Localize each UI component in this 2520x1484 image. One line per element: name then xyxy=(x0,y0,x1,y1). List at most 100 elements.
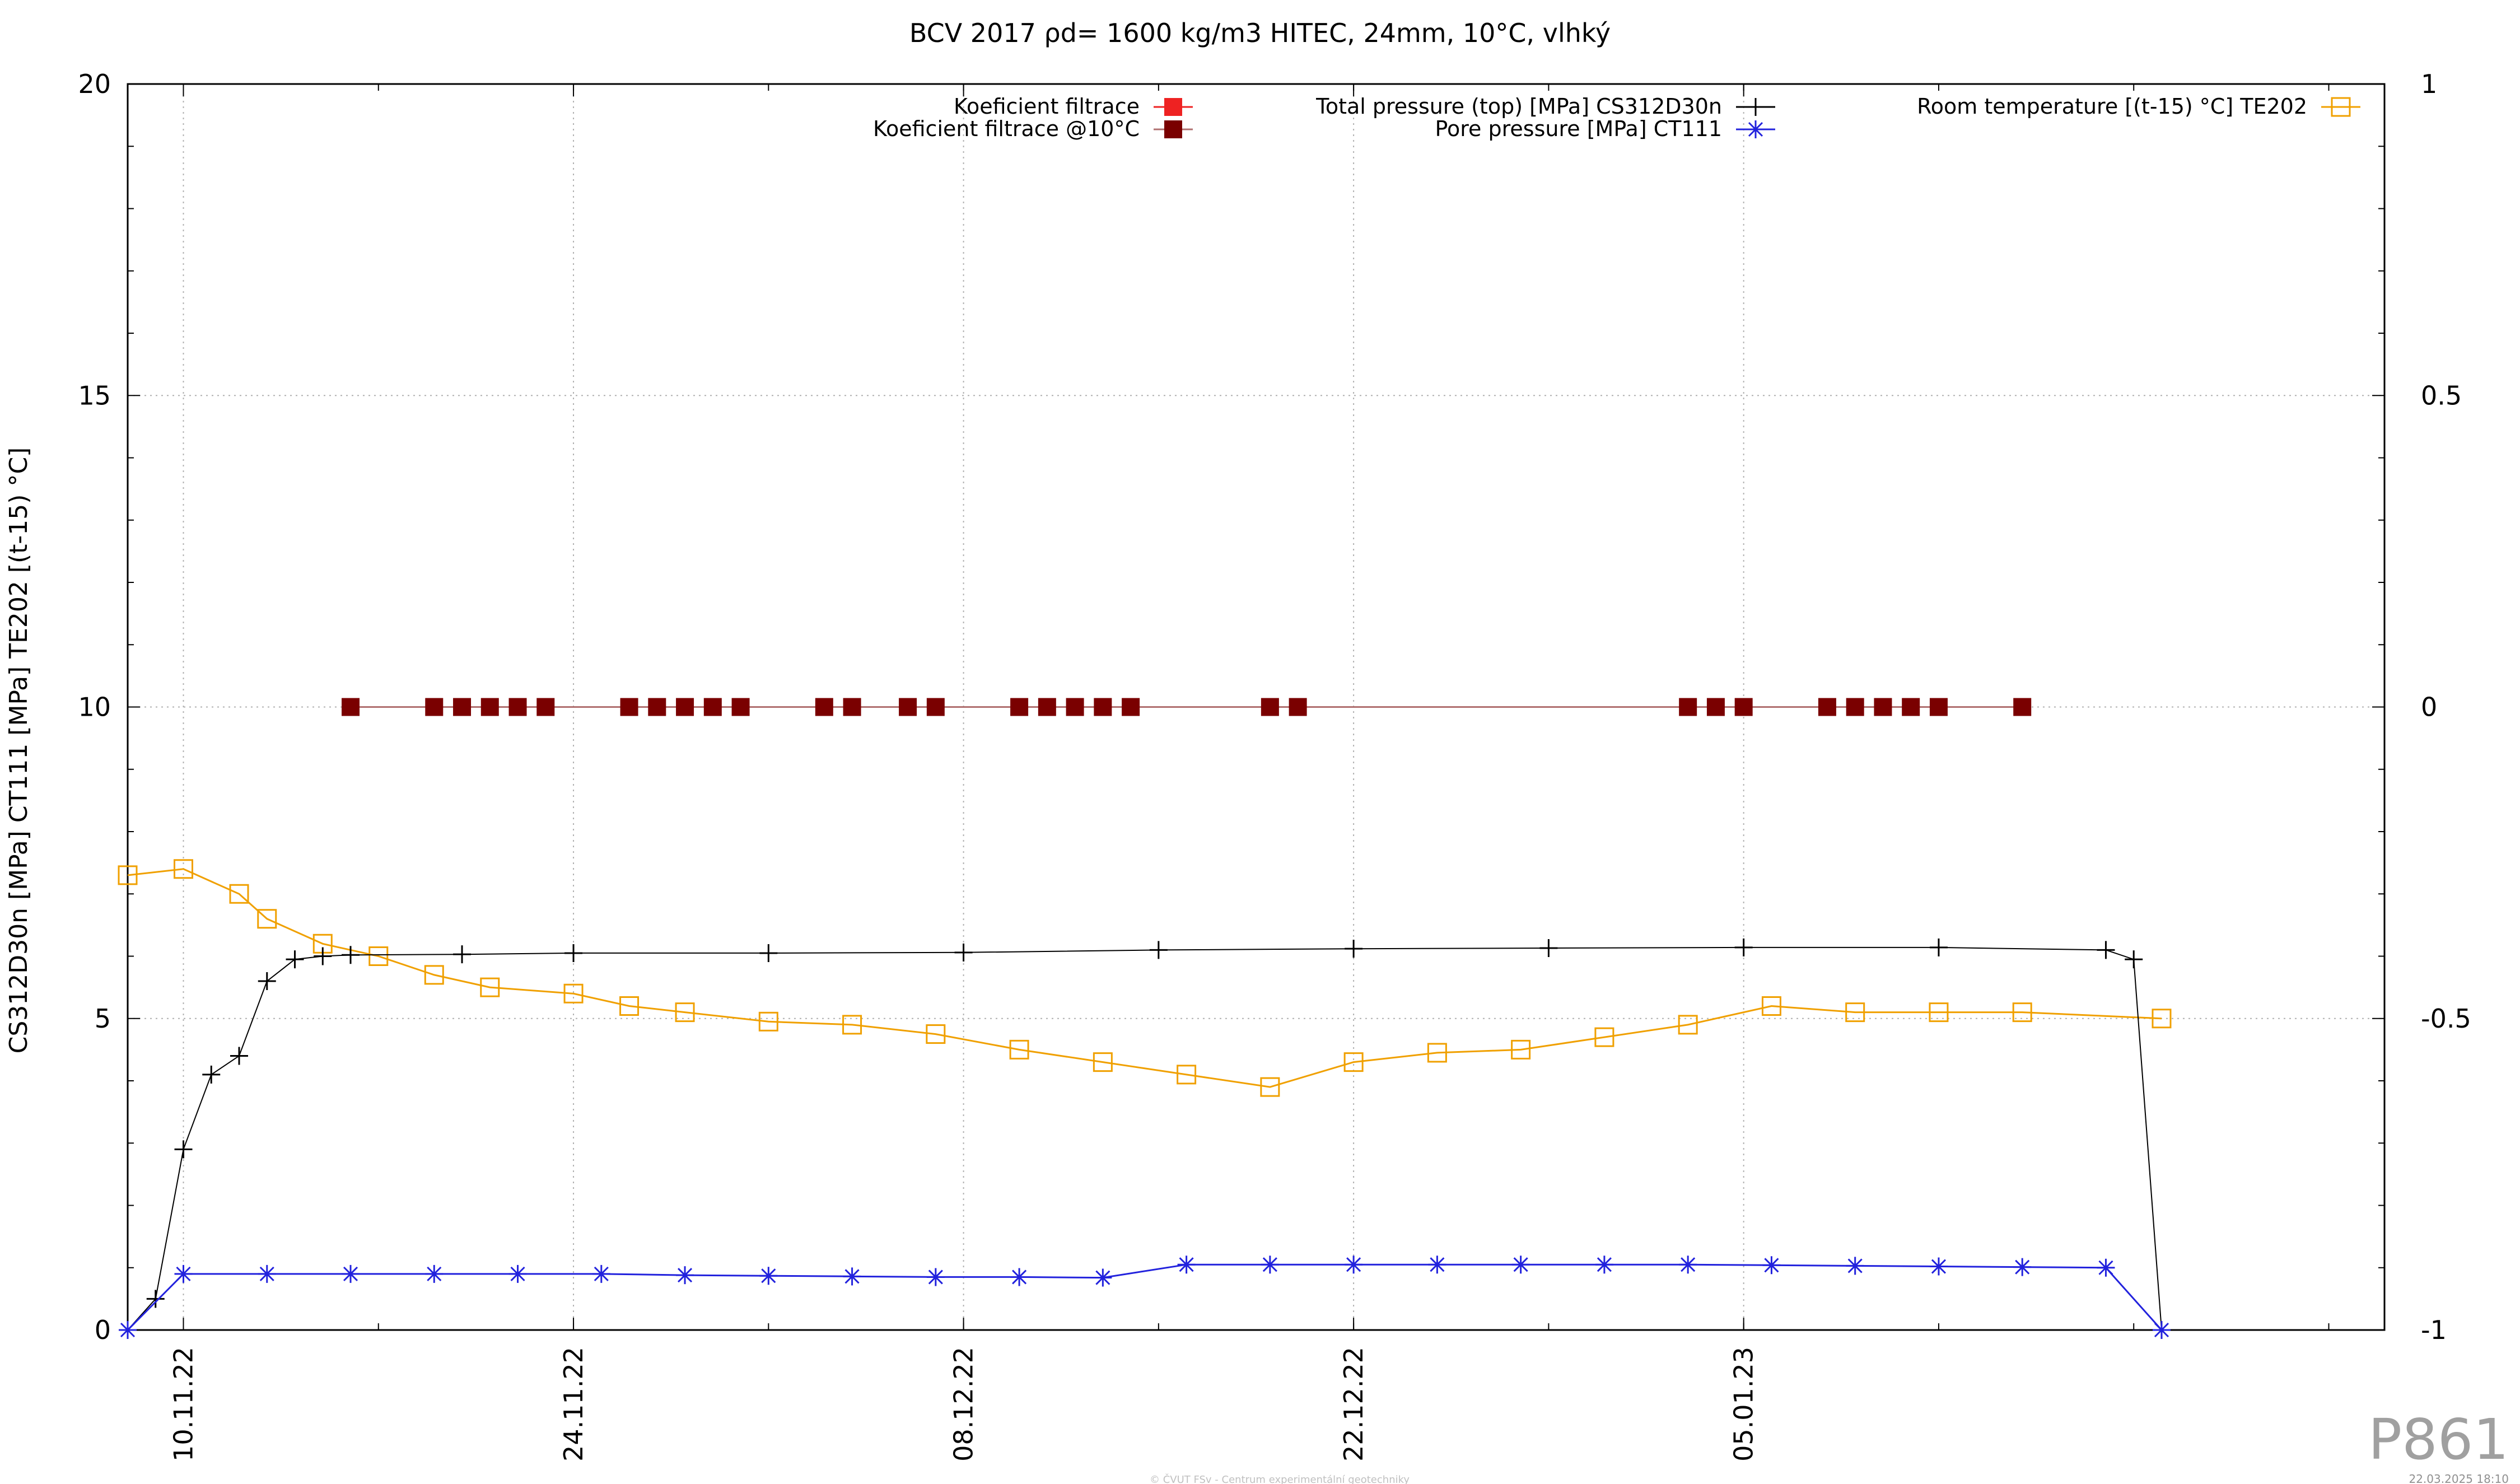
x-tick-label: 10.11.22 xyxy=(169,1347,199,1462)
data-point xyxy=(2013,698,2032,716)
legend-label: Room temperature [(t-15) °C] TE202 xyxy=(1917,94,2307,119)
series-1 xyxy=(342,698,2032,716)
data-point xyxy=(1762,1256,1781,1275)
data-point xyxy=(1177,1065,1197,1085)
data-point xyxy=(1261,698,1279,716)
data-point xyxy=(425,698,444,716)
data-point xyxy=(843,698,861,716)
data-point xyxy=(2012,1002,2032,1023)
data-point xyxy=(759,1267,778,1285)
legend-entry-1: Koeficient filtrace @10°C xyxy=(873,116,1193,141)
data-point xyxy=(257,909,277,929)
series-line xyxy=(127,1263,2163,1331)
y2-tick-label: 0.5 xyxy=(2421,380,2462,410)
data-point xyxy=(899,698,917,716)
axis-ticks: 0 5 10 15 20 -1 -0.5 0 0.5 1 10.11.22 24.11.22 08.12… xyxy=(78,69,2471,1462)
data-point xyxy=(1929,1002,1949,1023)
data-point xyxy=(1345,940,1363,958)
legend-label: Pore pressure [MPa] CT111 xyxy=(1435,116,1722,141)
data-point xyxy=(2013,1258,2032,1276)
data-point xyxy=(508,698,527,716)
data-point xyxy=(342,1264,360,1283)
data-point xyxy=(1289,698,1307,716)
y-tick-label: 15 xyxy=(78,380,111,410)
data-point xyxy=(480,977,500,997)
data-point xyxy=(368,946,389,966)
data-point xyxy=(564,944,583,962)
data-point xyxy=(1149,941,1168,959)
data-point xyxy=(286,950,304,969)
data-point xyxy=(620,698,638,716)
data-point xyxy=(1428,1256,1446,1274)
data-point xyxy=(1679,1256,1697,1274)
data-point xyxy=(1343,1052,1364,1072)
x-tick-label: 24.11.22 xyxy=(558,1347,589,1462)
data-point xyxy=(815,698,833,716)
legend-marker xyxy=(1747,120,1765,138)
data-point xyxy=(174,859,194,879)
data-point xyxy=(425,1264,444,1283)
data-point xyxy=(1846,698,1864,716)
data-point xyxy=(1038,698,1056,716)
data-point xyxy=(1511,1039,1531,1060)
data-point xyxy=(842,1015,862,1035)
y2-tick-label: -1 xyxy=(2421,1315,2447,1345)
x-tick-label: 08.12.22 xyxy=(949,1347,979,1462)
data-point xyxy=(619,996,640,1016)
legend-marker xyxy=(1164,120,1182,138)
legend-label: Koeficient filtrace xyxy=(954,94,1140,119)
legend-marker xyxy=(1164,98,1182,116)
x-tick-label: 05.01.23 xyxy=(1729,1347,1759,1462)
data-point xyxy=(342,946,360,964)
series-4 xyxy=(118,859,2172,1097)
data-point xyxy=(119,1321,137,1339)
y-tick-label: 20 xyxy=(78,69,111,99)
data-point xyxy=(1427,1043,1447,1063)
data-point xyxy=(1761,996,1781,1016)
data-point xyxy=(563,983,584,1004)
data-point xyxy=(1818,698,1836,716)
data-point xyxy=(536,698,555,716)
watermark-id: P861 xyxy=(2368,1407,2509,1472)
data-point xyxy=(2097,1258,2115,1277)
legend-marker xyxy=(1747,98,1765,116)
data-point xyxy=(258,1264,276,1283)
series-line xyxy=(127,868,2162,1088)
data-point xyxy=(1093,1052,1113,1072)
data-point xyxy=(676,1266,694,1285)
data-point xyxy=(1511,1256,1530,1274)
data-point xyxy=(146,1290,165,1308)
data-point xyxy=(759,944,778,962)
series-3 xyxy=(119,1256,2171,1339)
data-point xyxy=(926,1024,946,1044)
data-point xyxy=(648,698,666,716)
data-point xyxy=(174,1140,193,1159)
data-point xyxy=(1009,1039,1029,1060)
data-point xyxy=(1094,698,1112,716)
legend-marker xyxy=(2331,97,2351,117)
y2-tick-label: -0.5 xyxy=(2421,1004,2471,1034)
data-point xyxy=(342,698,360,716)
data-point xyxy=(1066,698,1084,716)
timestamp-note: 22.03.2025 18:10 xyxy=(2409,1472,2509,1484)
data-point xyxy=(258,972,276,990)
data-point xyxy=(1010,1268,1029,1286)
data-point xyxy=(1678,1015,1698,1035)
data-point xyxy=(1539,939,1558,958)
data-point xyxy=(424,965,444,985)
copyright-note: © ČVUT FSv - Centrum experimentální geot… xyxy=(1150,1473,1410,1484)
y-tick-label: 5 xyxy=(95,1004,111,1034)
data-point xyxy=(314,947,332,965)
data-point xyxy=(174,1264,193,1283)
series-layer xyxy=(118,698,2172,1339)
y-axis-label: CS312D30n [MPa] CT111 [MPa] TE202 [(t-15… xyxy=(4,447,33,1054)
data-point xyxy=(1594,1027,1614,1047)
data-point xyxy=(703,698,722,716)
data-point xyxy=(118,865,138,885)
data-point xyxy=(1734,698,1753,716)
legend-label: Total pressure (top) [MPa] CS312D30n xyxy=(1315,94,1722,119)
data-point xyxy=(508,1264,527,1283)
data-point xyxy=(1122,698,1140,716)
